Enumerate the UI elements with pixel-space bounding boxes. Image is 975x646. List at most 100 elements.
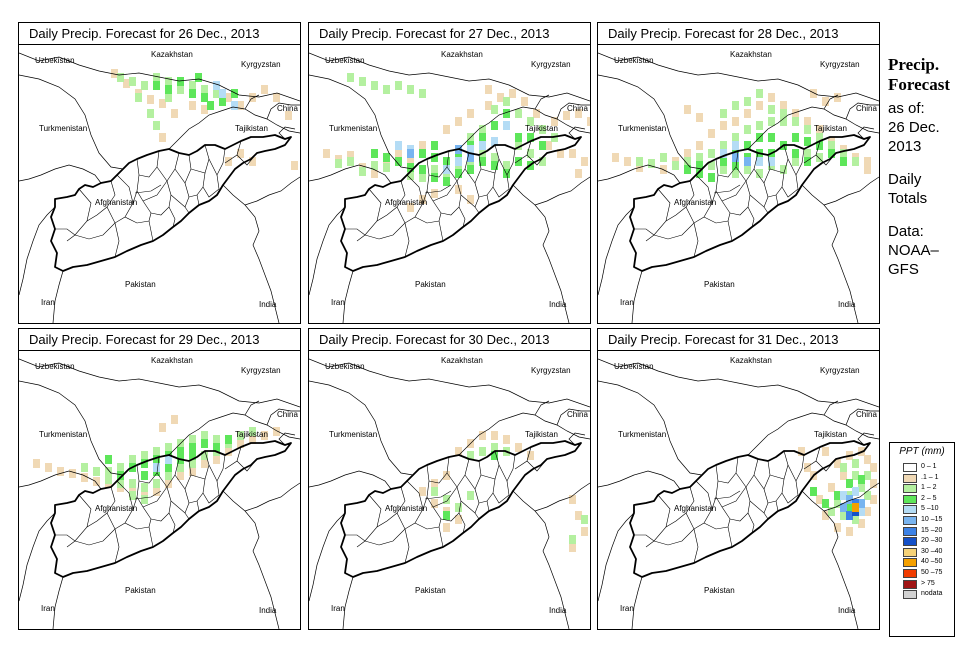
precip-cell [575, 109, 582, 118]
map-label-tajikistan: Tajikistan [235, 124, 268, 133]
precip-cell [395, 141, 402, 150]
legend-label: 1 – 2 [921, 484, 937, 492]
map-label-china: China [277, 410, 298, 419]
province-border [693, 222, 699, 258]
forecast-panel-dec-27: Daily Precip. Forecast for 27 Dec., 2013… [308, 22, 591, 324]
country-border [19, 470, 102, 490]
country-border [534, 400, 550, 416]
precip-cell [515, 157, 522, 166]
precip-cell [720, 141, 727, 150]
precip-cell [371, 149, 378, 158]
precip-cell [858, 499, 865, 508]
precip-cell [816, 153, 823, 162]
precip-cell [323, 149, 330, 158]
precip-cell [165, 463, 172, 472]
precip-cell [141, 471, 148, 480]
precip-cell [195, 73, 202, 82]
province-border [196, 194, 200, 206]
country-border [222, 490, 280, 629]
precip-cell [135, 93, 142, 102]
precip-cell [744, 109, 751, 118]
country-border [19, 206, 56, 296]
province-border [132, 464, 140, 510]
map-label-uzbekistan: Uzbekistan [35, 56, 75, 65]
legend-swatch [903, 484, 917, 494]
map-label-afghanistan: Afghanistan [674, 198, 716, 207]
precip-cell [383, 85, 390, 94]
precip-cell [443, 125, 450, 134]
province-border [767, 478, 785, 504]
precip-cell [816, 495, 823, 504]
precip-cell [45, 463, 52, 472]
precip-cell [165, 93, 172, 102]
precip-cell [840, 463, 847, 472]
precip-cell [219, 97, 226, 106]
precip-cell [539, 141, 546, 150]
map-label-turkmenistan: Turkmenistan [39, 430, 87, 439]
precip-cell [225, 93, 232, 102]
precip-cell [852, 459, 859, 468]
country-border [598, 470, 681, 490]
map-label-afghanistan: Afghanistan [385, 198, 427, 207]
precip-cell [732, 169, 739, 178]
precip-cell [189, 451, 196, 460]
precip-cell [684, 157, 691, 166]
province-border [55, 228, 76, 236]
country-border [278, 126, 296, 140]
precip-cell [720, 157, 727, 166]
precip-cell [33, 459, 40, 468]
map-label-turkmenistan: Turkmenistan [618, 124, 666, 133]
province-border [729, 180, 751, 216]
precip-cell [153, 487, 160, 496]
province-border [703, 496, 731, 530]
province-border [727, 220, 733, 242]
panel-title: Daily Precip. Forecast for 26 Dec., 2013 [19, 23, 300, 45]
precip-cell [93, 467, 100, 476]
legend-item: 20 –30 [890, 536, 954, 547]
legend-swatch [903, 590, 917, 600]
province-border [170, 182, 190, 208]
province-border [721, 486, 747, 508]
country-border [168, 106, 300, 150]
country-border [342, 270, 354, 323]
map-label-tajikistan: Tajikistan [814, 124, 847, 133]
map-label-afghanistan: Afghanistan [674, 504, 716, 513]
precip-cell [768, 117, 775, 126]
precip-cell [491, 105, 498, 114]
panel-title: Daily Precip. Forecast for 31 Dec., 2013 [598, 329, 879, 351]
province-border [747, 512, 755, 534]
country-border [244, 176, 300, 206]
precip-cell [870, 463, 877, 472]
precip-cell [479, 157, 486, 166]
legend-rows: 0 – 1 .1 – 1 1 – 2 2 – 5 5 –10 10 –15 15 –20 20… [890, 462, 954, 600]
province-border [202, 174, 220, 198]
precip-cell [756, 169, 763, 178]
precip-cell [780, 165, 787, 174]
precip-cell [431, 499, 438, 508]
map-label-kazakhstan: Kazakhstan [730, 50, 772, 59]
precip-cell [371, 169, 378, 178]
country-border [534, 176, 590, 206]
precip-cell [822, 499, 829, 508]
precip-cell [521, 97, 528, 106]
totals-label: Totals [888, 190, 928, 207]
precip-cell [569, 535, 576, 544]
legend-swatch [903, 473, 917, 483]
precip-cell [81, 473, 88, 482]
precip-cell [177, 447, 184, 456]
province-border [749, 488, 769, 514]
precip-cell [201, 93, 208, 102]
country-border [747, 412, 879, 456]
precip-cell [201, 451, 208, 460]
country-border [823, 94, 839, 110]
province-border [422, 464, 430, 510]
precip-cell [189, 435, 196, 444]
precip-cell [141, 81, 148, 90]
country-border [19, 512, 56, 602]
precip-cell [213, 443, 220, 452]
country-border [309, 52, 590, 102]
country-border [266, 102, 300, 120]
country-border [631, 270, 643, 323]
province-border [188, 172, 206, 198]
country-border [845, 408, 879, 426]
